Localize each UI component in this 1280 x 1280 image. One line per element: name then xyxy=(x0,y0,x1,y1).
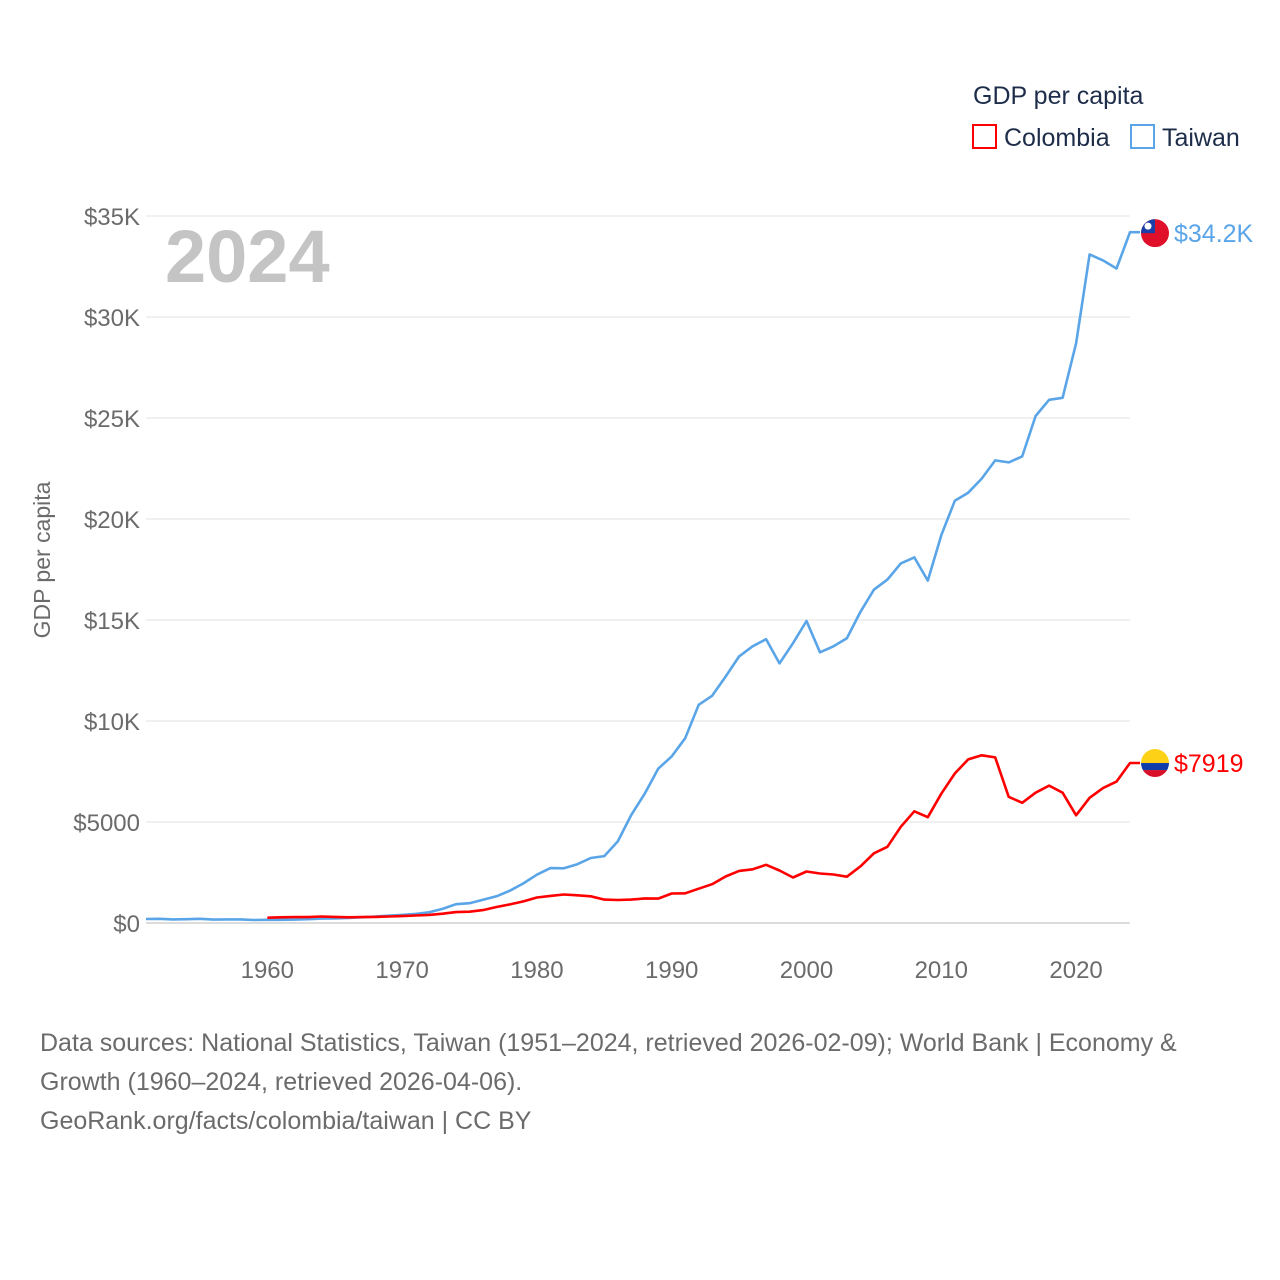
end-value-label-colombia: $7919 xyxy=(1174,750,1244,778)
x-tick-label: 1990 xyxy=(645,957,698,984)
flag-body xyxy=(1141,219,1169,248)
legend-label-colombia[interactable]: Colombia xyxy=(1004,124,1110,152)
flag-yellow xyxy=(1141,749,1169,764)
x-tick-label: 1980 xyxy=(510,957,563,984)
flag-blue xyxy=(1141,763,1169,771)
colombia-flag-icon xyxy=(1141,749,1169,778)
legend-swatch-colombia[interactable] xyxy=(972,124,997,149)
series-line-colombia xyxy=(267,753,1140,919)
x-tick-label: 2010 xyxy=(915,957,968,984)
flag-red xyxy=(1141,770,1169,778)
flag-sun xyxy=(1144,222,1152,230)
y-tick-label: $30K xyxy=(84,305,140,332)
data-sources-line-1: Data sources: National Statistics, Taiwa… xyxy=(40,1029,1177,1057)
series-line-taiwan xyxy=(145,230,1140,922)
y-tick-label: $0 xyxy=(113,911,140,938)
end-value-label-taiwan: $34.2K xyxy=(1174,220,1254,248)
legend-swatch-taiwan[interactable] xyxy=(1130,124,1155,149)
legend-title: GDP per capita xyxy=(973,82,1144,110)
year-label: 2024 xyxy=(165,215,330,298)
legend-label-taiwan[interactable]: Taiwan xyxy=(1162,124,1240,152)
y-tick-label: $10K xyxy=(84,709,140,736)
taiwan-flag-icon xyxy=(1141,219,1169,248)
gdp-chart: $0 $5000 $10K $15K $20K $25K $30K $35K 1960 1970… xyxy=(29,82,1254,984)
legend: GDP per capita Colombia Taiwan xyxy=(972,82,1240,152)
y-tick-label: $20K xyxy=(84,507,140,534)
x-axis-ticks: 1960 1970 1980 1990 2000 2010 2020 xyxy=(241,957,1103,984)
gridlines xyxy=(146,215,1130,924)
y-axis-ticks: $0 $5000 $10K $15K $20K $25K $30K $35K xyxy=(73,204,140,938)
x-tick-label: 2000 xyxy=(780,957,833,984)
y-tick-label: $25K xyxy=(84,406,140,433)
y-axis-label: GDP per capita xyxy=(29,481,55,638)
y-tick-label: $35K xyxy=(84,204,140,231)
y-tick-label: $5000 xyxy=(73,810,140,837)
series-lines xyxy=(145,230,1140,922)
attribution-link[interactable]: GeoRank.org/facts/colombia/taiwan | CC B… xyxy=(40,1107,532,1135)
data-sources-line-2: Growth (1960–2024, retrieved 2026-04-06)… xyxy=(40,1068,523,1096)
footer: Data sources: National Statistics, Taiwa… xyxy=(40,1024,1240,1141)
series-end-labels: $34.2K $7919 xyxy=(1141,219,1254,778)
flag-body xyxy=(1141,749,1169,778)
x-tick-label: 2020 xyxy=(1049,957,1102,984)
x-tick-label: 1970 xyxy=(375,957,428,984)
y-tick-label: $15K xyxy=(84,608,140,635)
x-tick-label: 1960 xyxy=(241,957,294,984)
